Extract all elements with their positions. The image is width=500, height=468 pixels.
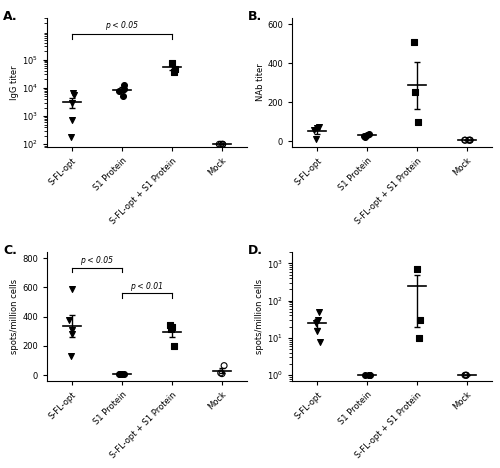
Point	[416, 316, 424, 324]
Text: C.: C.	[3, 244, 17, 257]
Point	[68, 352, 76, 360]
Point	[120, 81, 128, 88]
Point	[170, 65, 178, 73]
Point	[217, 140, 225, 148]
Point	[310, 127, 318, 134]
Y-axis label: NAb titer: NAb titer	[256, 64, 264, 102]
Point	[170, 68, 178, 75]
Point	[120, 85, 128, 92]
Point	[218, 140, 226, 148]
Point	[166, 322, 173, 329]
Point	[464, 136, 472, 144]
Point	[218, 370, 226, 377]
Point	[466, 136, 474, 144]
Point	[64, 316, 72, 323]
Point	[314, 124, 322, 131]
Y-axis label: spots/million cells: spots/million cells	[10, 279, 20, 354]
Point	[316, 338, 324, 345]
Point	[119, 93, 127, 100]
Point	[218, 140, 226, 148]
Point	[466, 136, 474, 144]
Point	[68, 99, 76, 106]
Text: p < 0.05: p < 0.05	[80, 256, 114, 265]
Point	[414, 118, 422, 125]
Point	[366, 372, 374, 379]
Point	[116, 370, 124, 377]
Point	[314, 308, 322, 315]
Text: A.: A.	[3, 10, 18, 23]
Point	[312, 135, 320, 143]
Point	[114, 88, 122, 95]
Point	[360, 132, 368, 139]
Point	[461, 372, 469, 379]
Point	[68, 89, 76, 96]
Point	[170, 342, 178, 350]
Point	[412, 88, 420, 96]
Text: D.: D.	[248, 244, 264, 257]
Point	[168, 323, 175, 330]
Point	[120, 371, 128, 378]
Point	[410, 38, 418, 45]
Point	[462, 372, 470, 379]
Point	[167, 325, 175, 333]
Point	[70, 92, 78, 99]
Point	[68, 326, 76, 334]
Point	[68, 117, 76, 124]
Point	[460, 136, 468, 144]
Text: p < 0.05: p < 0.05	[106, 21, 138, 30]
Point	[68, 285, 76, 292]
Point	[118, 370, 126, 378]
Point	[363, 131, 371, 139]
Point	[312, 319, 320, 327]
Point	[314, 316, 322, 324]
Point	[312, 124, 320, 132]
Point	[313, 328, 321, 335]
Y-axis label: spots/million cells: spots/million cells	[256, 279, 264, 354]
Point	[116, 371, 124, 378]
Point	[215, 140, 223, 148]
Point	[68, 133, 76, 141]
Point	[461, 136, 469, 144]
Point	[366, 372, 374, 379]
Point	[364, 130, 372, 138]
Point	[361, 133, 369, 140]
Point	[216, 369, 224, 377]
Point	[361, 372, 369, 379]
Point	[68, 330, 76, 338]
Text: B.: B.	[248, 10, 262, 23]
Y-axis label: IgG titer: IgG titer	[10, 65, 19, 100]
Text: p < 0.01: p < 0.01	[130, 282, 164, 291]
Point	[365, 372, 373, 379]
Point	[413, 265, 421, 273]
Point	[168, 59, 176, 67]
Point	[414, 334, 422, 342]
Point	[462, 372, 470, 379]
Point	[220, 362, 228, 369]
